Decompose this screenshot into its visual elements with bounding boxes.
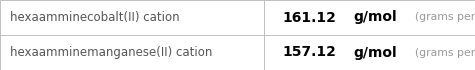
- Text: hexaamminecobalt(II) cation: hexaamminecobalt(II) cation: [10, 11, 179, 24]
- Text: (grams per mole): (grams per mole): [415, 13, 475, 22]
- Text: g/mol: g/mol: [353, 46, 397, 60]
- Text: 157.12: 157.12: [283, 46, 336, 60]
- Text: 161.12: 161.12: [283, 10, 336, 24]
- Text: (grams per mole): (grams per mole): [415, 48, 475, 57]
- Text: hexaamminemanganese(II) cation: hexaamminemanganese(II) cation: [10, 46, 212, 59]
- Text: g/mol: g/mol: [353, 10, 397, 24]
